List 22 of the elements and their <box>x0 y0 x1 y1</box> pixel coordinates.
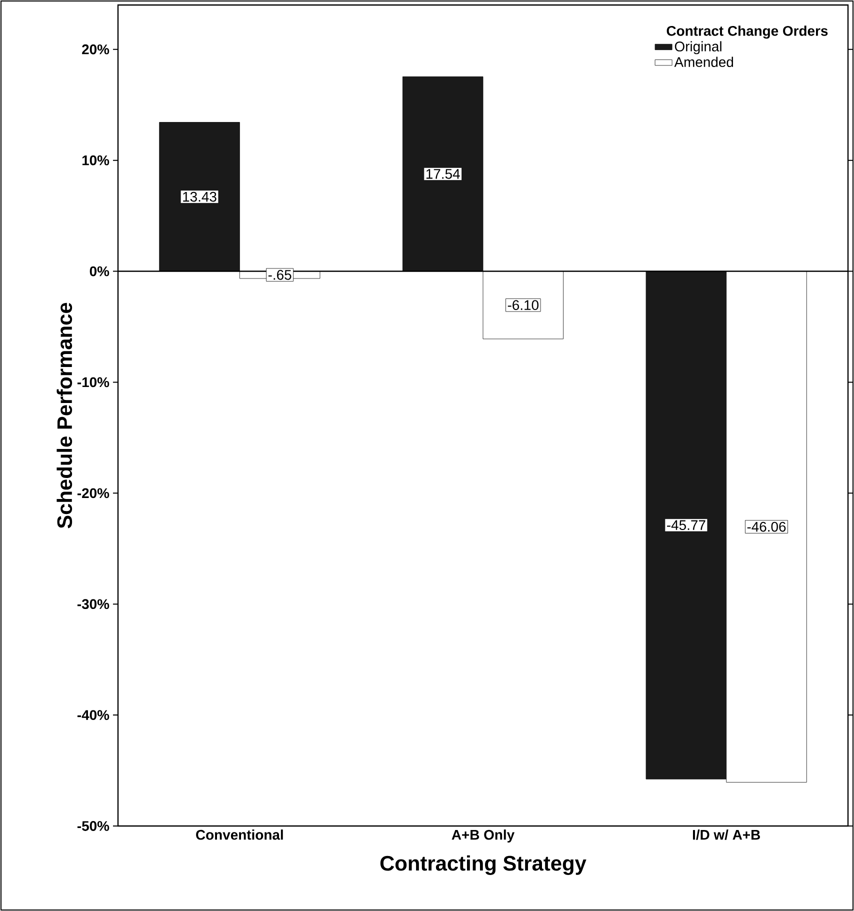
data-label: -.65 <box>268 270 292 280</box>
y-tick-label: 20% <box>82 44 110 54</box>
y-tick-label: -40% <box>77 710 110 720</box>
legend-title: Contract Change Orders <box>666 26 828 39</box>
data-label: -46.06 <box>747 522 786 532</box>
y-axis-title: Schedule Performance <box>56 302 72 528</box>
x-tick-label: A+B Only <box>452 830 515 843</box>
data-label: 13.43 <box>183 192 216 202</box>
x-tick-label: Conventional <box>196 830 283 840</box>
data-label: 17.54 <box>426 169 460 179</box>
y-tick-label: 0% <box>90 266 110 276</box>
y-tick-label: -50% <box>77 821 110 831</box>
y-tick-label: -20% <box>77 488 110 498</box>
legend-label: Original <box>674 41 722 54</box>
x-tick-label: I/D w/ A+B <box>692 830 760 840</box>
x-axis-title: Contracting Strategy <box>380 855 586 875</box>
y-tick-label: -10% <box>77 377 110 388</box>
data-label: -45.77 <box>667 520 706 530</box>
y-tick-label: -30% <box>77 599 110 610</box>
y-tick-label: 10% <box>82 155 110 166</box>
legend-label: Amended <box>674 56 734 68</box>
data-label: -6.10 <box>508 300 539 310</box>
